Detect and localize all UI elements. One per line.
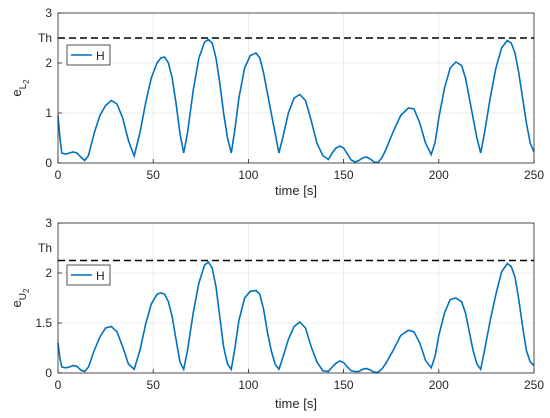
x-ticks-1: 0 50 100 150 200 250 (55, 159, 544, 182)
x-tick-label: 100 (238, 168, 258, 182)
threshold-label-1: Th (38, 31, 52, 45)
svg-text:eU2: eU2 (9, 288, 31, 307)
y-tick-label: 3 (45, 6, 52, 20)
legend-label-1: H (96, 49, 105, 63)
x-tick-label: 50 (147, 168, 161, 182)
x-tick-label: 0 (55, 168, 62, 182)
y-axis-label-sub-1: L (18, 83, 29, 89)
x-axis-label-1: time [s] (275, 183, 317, 198)
y-tick-label: 2 (45, 266, 52, 280)
x-ticks-2: 0 50 100 150 200 250 (55, 369, 544, 392)
y-ticks-2: 0 1.5 2 3 (35, 216, 62, 380)
grid-1 (57, 12, 535, 164)
x-tick-label: 100 (238, 378, 258, 392)
y-tick-label: 1 (45, 106, 52, 120)
x-axis-label-2: time [s] (275, 396, 317, 411)
x-tick-label: 150 (334, 378, 354, 392)
x-tick-label: 200 (429, 168, 449, 182)
series-h-line-2 (57, 260, 535, 374)
y-axis-label-subsub-1: 2 (22, 79, 31, 84)
x-tick-label: 200 (429, 378, 449, 392)
legend-2: H (66, 264, 111, 286)
legend-1: H (66, 44, 111, 66)
plot-area-1 (57, 12, 535, 164)
y-tick-label: 1.5 (35, 316, 52, 330)
y-axis-label-base-2: e (9, 300, 24, 307)
y-axis-label-2: eU2 (9, 288, 31, 307)
y-axis-label-sub-2: U (18, 293, 29, 300)
series-h-line-1 (57, 38, 535, 164)
x-tick-label: 250 (524, 168, 544, 182)
svg-text:eL2: eL2 (9, 79, 31, 97)
y-tick-label: 2 (45, 56, 52, 70)
x-tick-label: 250 (524, 378, 544, 392)
x-tick-label: 50 (147, 378, 161, 392)
plot-area-2 (57, 222, 535, 374)
y-axis-label-base-1: e (9, 89, 24, 96)
subplot-2: 01.523 0 50 100 150 200 250 Th time [s] eU2 H (9, 216, 544, 411)
y-ticks-1: 0 1 2 3 (45, 6, 62, 170)
threshold-label-2: Th (38, 241, 52, 255)
x-tick-label: 150 (334, 168, 354, 182)
y-tick-label: 0 (45, 156, 52, 170)
y-tick-label: 3 (45, 216, 52, 230)
y-axis-label-1: eL2 (9, 79, 31, 97)
y-axis-label-subsub-2: 2 (22, 288, 31, 293)
grid-2 (57, 222, 535, 374)
legend-label-2: H (96, 269, 105, 283)
y-tick-label: 0 (45, 366, 52, 380)
x-tick-label: 0 (55, 378, 62, 392)
